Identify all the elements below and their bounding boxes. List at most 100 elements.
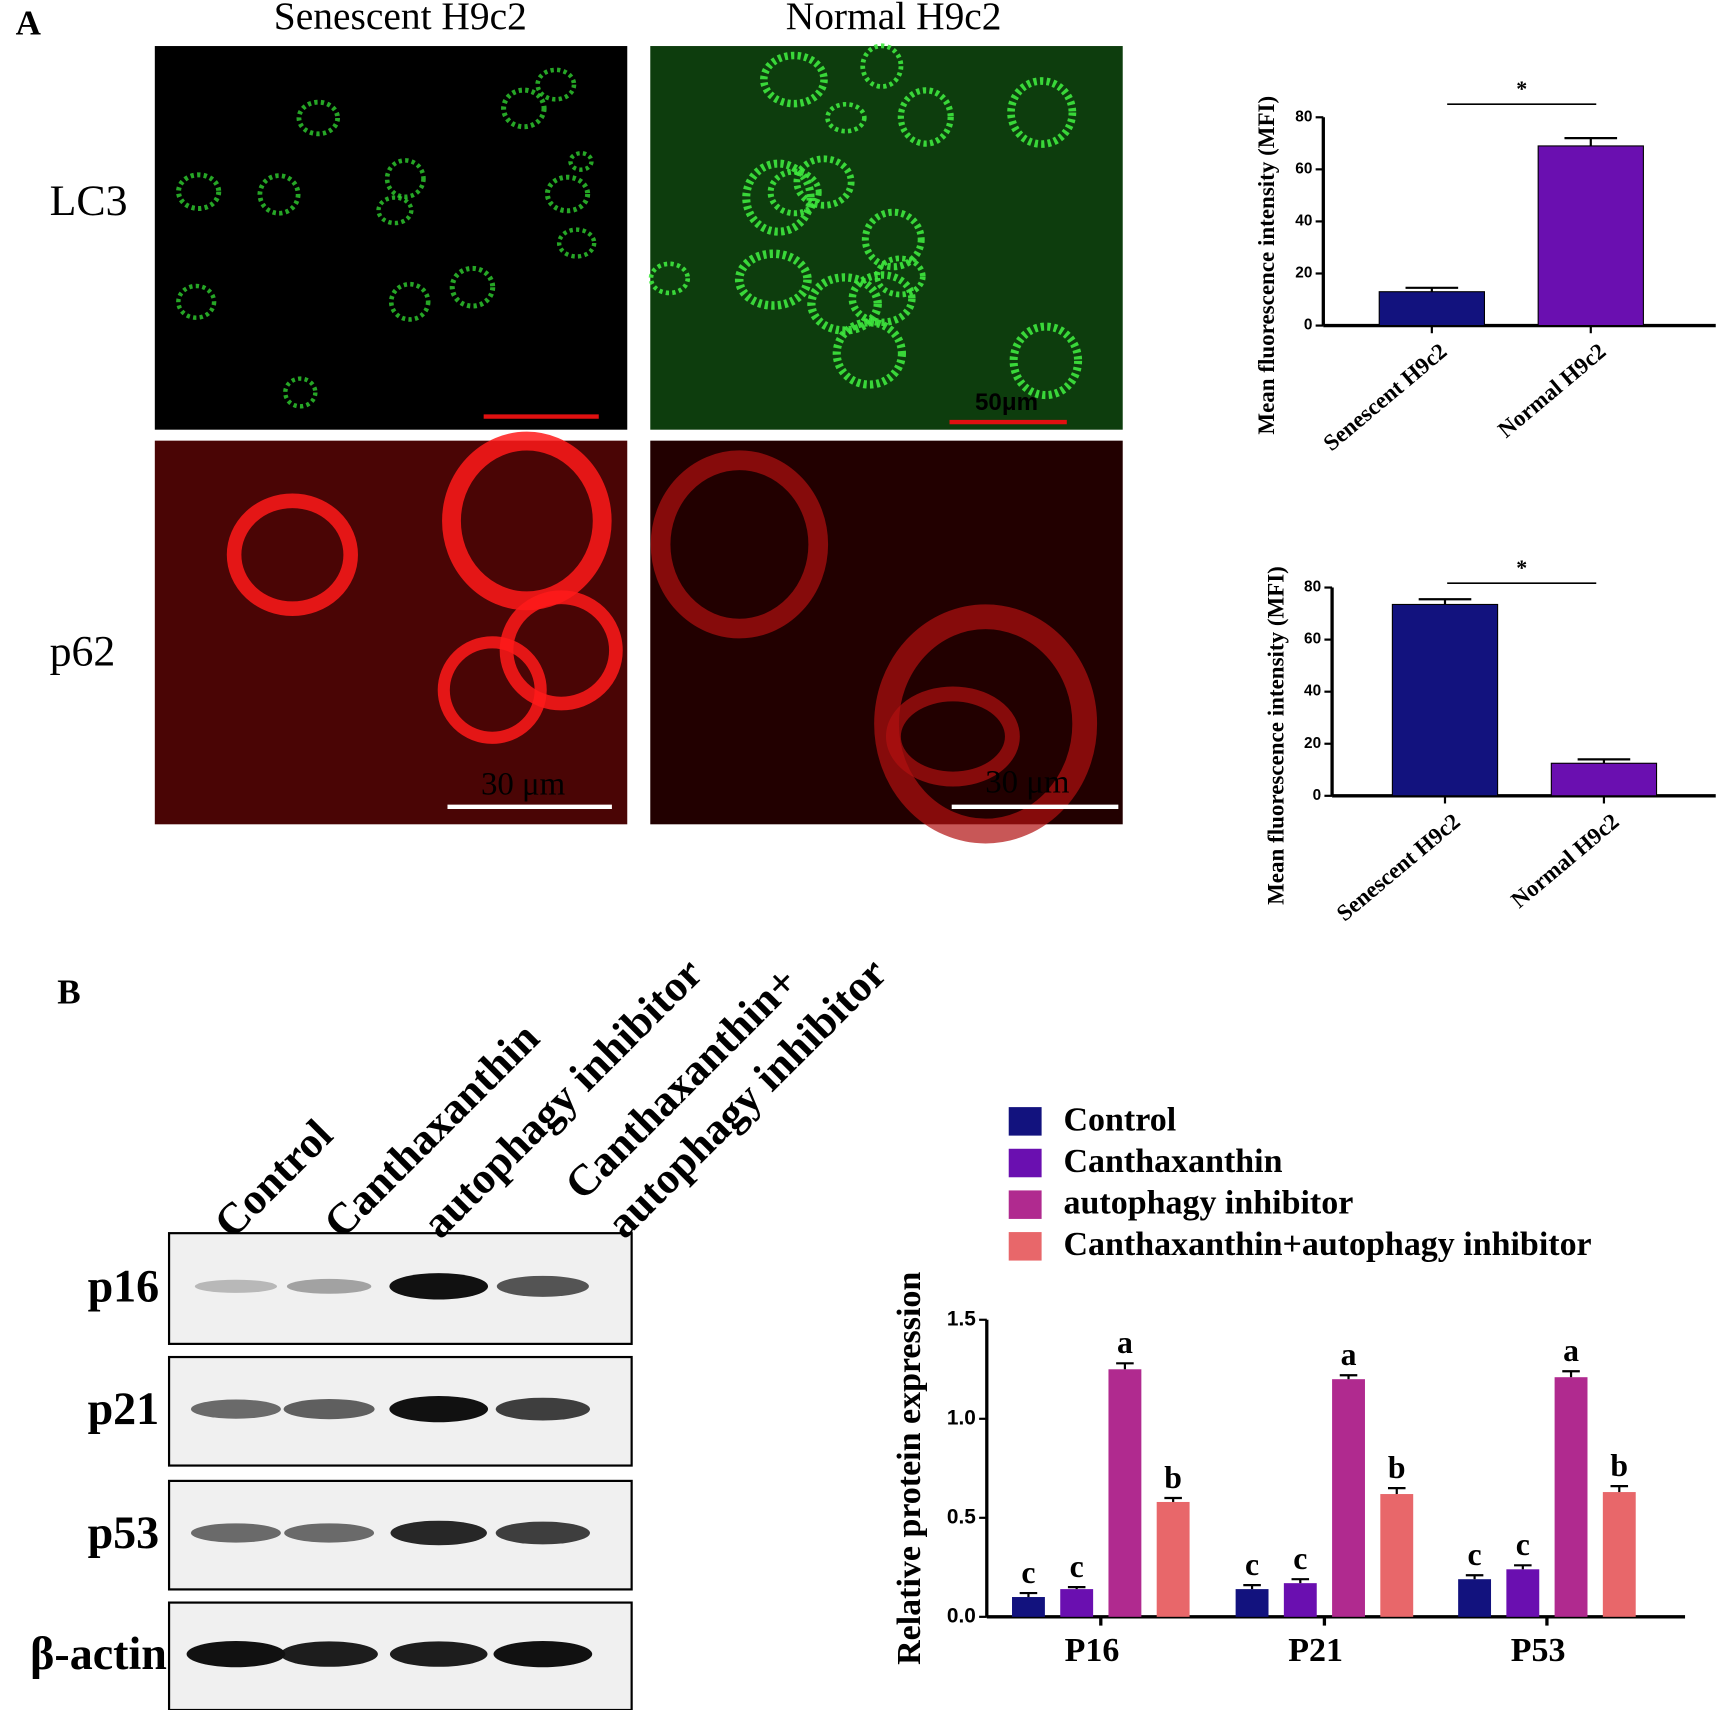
cell	[283, 376, 318, 409]
y-axis-label: Mean fluorescence intensity (MFI)	[1253, 96, 1279, 435]
legend-swatch	[1008, 1107, 1042, 1136]
band	[190, 1523, 281, 1543]
micrograph	[154, 46, 628, 430]
blot-label: β-actin	[30, 1628, 167, 1679]
significance-letter: a	[1341, 1337, 1357, 1372]
cell	[501, 87, 547, 130]
micrograph	[650, 46, 1123, 430]
y-axis-label: Relative protein expression	[891, 1272, 928, 1665]
bar	[1537, 145, 1644, 327]
y-tick-label: 0	[1313, 787, 1322, 804]
cell	[176, 283, 217, 320]
cell	[1007, 77, 1077, 148]
bar	[1108, 1369, 1142, 1617]
bar	[1378, 291, 1485, 327]
row-label: LC3	[50, 177, 128, 225]
bar	[1380, 1494, 1414, 1617]
x-tick-label: P53	[1511, 1632, 1566, 1669]
significance-letter: a	[1563, 1333, 1579, 1368]
cell	[257, 173, 301, 216]
scale-bar-label: 50μm	[975, 389, 1038, 416]
band	[283, 1399, 375, 1420]
x-tick-label: Normal H9c2	[1506, 808, 1624, 913]
bar	[1156, 1501, 1190, 1617]
cell	[861, 208, 925, 271]
cell	[874, 604, 1098, 844]
significance-label: *	[1516, 555, 1527, 580]
cell	[767, 168, 822, 217]
cell	[388, 281, 431, 322]
band	[493, 1640, 593, 1668]
y-tick-label: 60	[1295, 160, 1312, 177]
band	[389, 1395, 489, 1423]
legend-label: Canthaxanthin+autophagy inhibitor	[1064, 1226, 1592, 1263]
cell	[176, 172, 222, 211]
cell	[226, 493, 358, 617]
bar	[1602, 1492, 1636, 1617]
scale-bar-label: 30 μm	[985, 764, 1070, 800]
significance-letter: c	[1245, 1547, 1259, 1582]
panel-label: B	[57, 972, 80, 1011]
significance-letter: c	[1468, 1537, 1482, 1572]
bar	[1235, 1589, 1269, 1617]
significance-letter: c	[1293, 1541, 1307, 1576]
cell	[437, 636, 547, 744]
legend-swatch	[1008, 1148, 1042, 1178]
cell	[1009, 322, 1083, 400]
y-tick-label: 60	[1304, 631, 1321, 648]
bar	[1332, 1379, 1365, 1617]
band	[284, 1523, 375, 1543]
band	[495, 1521, 590, 1545]
cell	[807, 273, 882, 335]
y-tick-label: 0	[1304, 317, 1313, 334]
y-tick-label: 80	[1295, 108, 1312, 125]
y-tick-label: 20	[1304, 735, 1321, 752]
legend-label: Control	[1064, 1101, 1177, 1138]
cell	[897, 87, 954, 147]
y-tick-label: 80	[1304, 579, 1321, 596]
panel-label: A	[16, 3, 42, 42]
legend-label: autophagy inhibitor	[1064, 1185, 1354, 1222]
row-label: p62	[50, 628, 116, 676]
cell	[848, 271, 916, 327]
blot-label: p16	[88, 1260, 160, 1311]
legend-swatch	[1008, 1190, 1042, 1219]
bar	[1458, 1579, 1492, 1617]
cell	[544, 174, 591, 214]
blot-label: p53	[88, 1507, 160, 1558]
band	[186, 1640, 286, 1668]
y-tick-label: 1.0	[947, 1406, 976, 1429]
cell	[742, 159, 815, 236]
x-tick-label: P16	[1065, 1632, 1120, 1669]
western-blot: p16p21p53β-actinControlCanthaxanthinauto…	[30, 949, 896, 1710]
column-header: Normal H9c2	[786, 0, 1002, 38]
bar	[1391, 603, 1499, 797]
micrographs: Senescent H9c2 Normal H9c2 LC3 p62 50μm 50μm 3…	[50, 0, 1123, 844]
y-tick-label: 0.0	[947, 1604, 976, 1627]
bar	[1060, 1589, 1094, 1617]
legend-swatch	[1008, 1232, 1042, 1261]
cell	[650, 450, 829, 639]
column-header: Senescent H9c2	[274, 0, 527, 38]
bar	[1550, 762, 1658, 797]
significance-letter: b	[1610, 1448, 1628, 1483]
cell	[874, 255, 926, 298]
band	[495, 1397, 590, 1421]
y-tick-label: 20	[1295, 265, 1312, 282]
bar	[1283, 1583, 1317, 1617]
legend-label: Canthaxanthin	[1064, 1143, 1283, 1180]
significance-letter: c	[1516, 1527, 1530, 1562]
significance-letter: c	[1070, 1549, 1084, 1584]
band	[390, 1520, 487, 1546]
x-tick-label: Senescent H9c2	[1318, 338, 1452, 456]
bar	[1554, 1377, 1588, 1617]
band	[190, 1399, 281, 1419]
cell	[832, 318, 907, 389]
band	[194, 1279, 278, 1293]
significance-letter: c	[1021, 1555, 1035, 1590]
significance-label: *	[1516, 76, 1527, 101]
lane-label: Control	[205, 1111, 342, 1248]
cell	[535, 67, 577, 102]
